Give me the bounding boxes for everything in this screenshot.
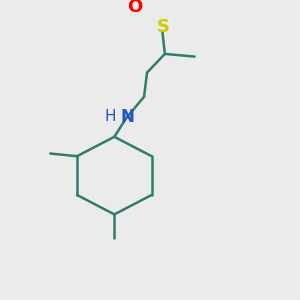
Text: S: S	[157, 18, 170, 36]
Text: O: O	[128, 0, 143, 16]
Text: H: H	[104, 109, 116, 124]
Text: N: N	[121, 108, 135, 126]
